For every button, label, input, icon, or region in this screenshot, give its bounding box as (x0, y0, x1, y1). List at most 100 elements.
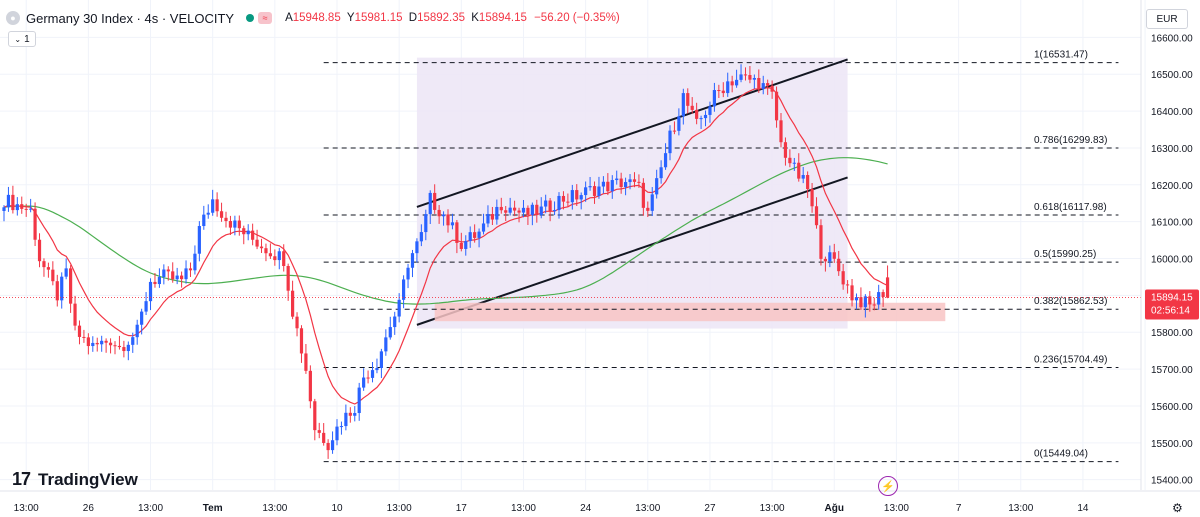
candle-body (228, 221, 233, 228)
candle-body (180, 275, 184, 280)
candle-body (357, 387, 361, 414)
candle-body (770, 85, 774, 92)
candle-body (339, 426, 344, 428)
candle-body (797, 162, 801, 179)
support-zone (434, 302, 946, 322)
candle-body (584, 187, 588, 196)
brand-name: TradingView (38, 469, 138, 489)
candle-body (677, 116, 681, 131)
candle-body (242, 228, 246, 235)
price-tick-label: 16200.00 (1151, 181, 1193, 192)
candle-body (575, 190, 579, 200)
candle-body (832, 252, 836, 259)
candle-body (206, 212, 210, 215)
candle-body (872, 304, 876, 306)
candle-body (495, 206, 499, 220)
candle-body (619, 178, 623, 188)
trend-channel (416, 57, 848, 329)
fib-label: 1(16531.47) (1034, 50, 1088, 61)
candle-body (814, 206, 819, 226)
price-tick-label: 16100.00 (1151, 218, 1193, 229)
chart-header: ● Germany 30 Index · 4s · VELOCITY ≈ A15… (6, 8, 620, 28)
candle-body (712, 90, 716, 107)
current-price-badge (1145, 289, 1199, 320)
candle-body (415, 241, 419, 254)
candle-body (490, 214, 494, 220)
candle-body (761, 83, 765, 90)
candle-body (33, 208, 37, 240)
currency-selector[interactable]: EUR (1146, 9, 1188, 29)
ohlc-readout: A15948.85 Y15981.15 D15892.35 K15894.15 … (285, 12, 620, 24)
ohlc-change: −56.20 (−0.35%) (534, 12, 620, 24)
candle-body (95, 342, 99, 345)
candle-body (330, 440, 335, 451)
candle-body (259, 246, 264, 249)
candle-body (322, 432, 326, 443)
moving-averages (3, 87, 888, 405)
candle-body (20, 204, 24, 209)
time-tick-label: 13:00 (884, 503, 909, 514)
time-tick-label: 13:00 (262, 503, 287, 514)
symbol-title[interactable]: Germany 30 Index · 4s · VELOCITY (26, 10, 235, 26)
price-tick-label: 15800.00 (1151, 328, 1193, 339)
candle-body (264, 248, 268, 254)
wave-icon[interactable]: ≈ (258, 12, 273, 24)
candle-body (233, 220, 237, 228)
candle-body (668, 130, 672, 154)
candle-body (473, 232, 477, 238)
candle-body (854, 297, 859, 301)
candle-body (530, 204, 534, 215)
currency-label: EUR (1156, 13, 1178, 25)
candle-body (291, 290, 295, 317)
channel-box (416, 57, 848, 329)
candle-body (752, 78, 756, 80)
candle-body (561, 195, 566, 202)
ohlc-low: 15892.35 (417, 12, 466, 24)
candle-body (11, 194, 15, 211)
candle-body (104, 340, 108, 343)
candle-body (286, 266, 290, 291)
candle-body (219, 211, 224, 218)
fib-label: 0.786(16299.83) (1034, 135, 1107, 146)
candle-body (632, 179, 637, 182)
candle-body (273, 256, 277, 261)
candle-body (73, 303, 77, 326)
candle-body (446, 214, 450, 226)
price-tick-label: 16300.00 (1151, 144, 1193, 155)
candle-body (579, 195, 583, 200)
candle-body (499, 206, 503, 211)
candle-body (29, 208, 33, 210)
candle-body (726, 81, 730, 94)
candle-body (317, 430, 321, 433)
tv-logo-icon: 17 (12, 469, 31, 489)
bar-countdown: 02:56:14 (1151, 306, 1190, 317)
gear-icon[interactable]: ⚙ (1172, 501, 1183, 515)
candle-body (428, 192, 432, 215)
candle-body (601, 181, 605, 187)
candle-body (268, 253, 272, 257)
candle-body (801, 175, 805, 179)
candle-body (730, 81, 734, 86)
candle-body (108, 342, 113, 346)
price-tick-label: 16000.00 (1151, 255, 1193, 266)
indicators-toggle[interactable]: ⌄ 1 (8, 31, 36, 47)
fib-label: 0.382(15862.53) (1034, 296, 1107, 307)
candle-body (113, 345, 117, 347)
candle-body (570, 190, 574, 203)
candle-body (686, 93, 690, 106)
candle-body (295, 316, 299, 329)
price-tick-label: 15400.00 (1151, 476, 1193, 487)
time-tick-label: 13:00 (387, 503, 412, 514)
lightning-icon[interactable]: ⚡ (878, 476, 898, 496)
candle-body (624, 182, 628, 188)
candle-body (450, 222, 455, 226)
candle-body (526, 207, 530, 215)
candle-body (433, 192, 437, 210)
candle-body (326, 442, 330, 451)
candle-body (748, 75, 752, 80)
time-tick-label: 13:00 (14, 503, 39, 514)
candle-body (410, 253, 415, 268)
slow-moving-average (3, 157, 888, 305)
time-tick-label: Ağu (825, 503, 844, 514)
